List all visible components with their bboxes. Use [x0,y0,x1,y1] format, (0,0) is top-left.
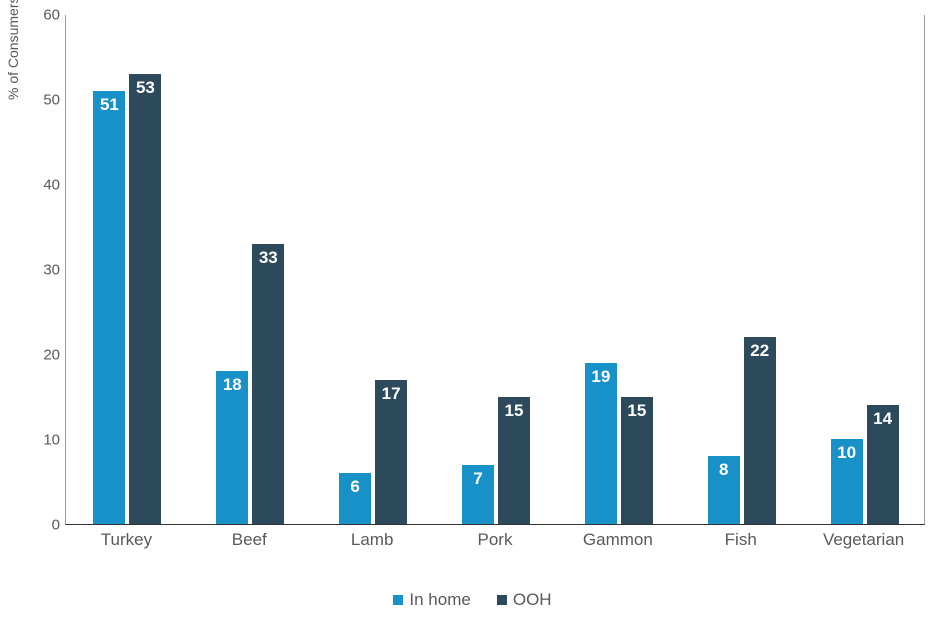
bar: 33 [252,244,284,525]
y-axis-ticks: 0102030405060 [35,0,65,510]
bar-value-label: 22 [750,341,769,361]
y-axis-label: % of Consumers [5,0,21,100]
bar: 6 [339,473,371,524]
bar-group: 10 14 [803,405,926,524]
y-tick: 40 [43,177,60,194]
bar: 17 [375,380,407,525]
bar-value-label: 17 [382,384,401,404]
legend-swatch [393,595,403,605]
bar-value-label: 8 [719,460,728,480]
x-tick-label: Turkey [65,530,188,550]
x-axis-labels: TurkeyBeefLambPorkGammonFishVegetarian [65,530,925,550]
bar-value-label: 15 [627,401,646,421]
legend-label: In home [409,590,470,610]
bar-value-label: 18 [223,375,242,395]
bar: 22 [744,337,776,524]
bar-group: 51 53 [66,74,189,525]
bar: 14 [867,405,899,524]
y-tick: 0 [52,517,60,534]
bar: 8 [708,456,740,524]
y-tick: 50 [43,92,60,109]
bar: 51 [93,91,125,525]
x-tick-label: Fish [679,530,802,550]
bar-value-label: 10 [837,443,856,463]
legend-label: OOH [513,590,552,610]
x-tick-label: Pork [434,530,557,550]
bar-group: 8 22 [680,337,803,524]
bar: 53 [129,74,161,525]
chart-container: 5153183361771519158221014 [65,15,925,525]
x-tick-label: Beef [188,530,311,550]
x-tick-label: Vegetarian [802,530,925,550]
y-tick: 20 [43,347,60,364]
x-tick-label: Gammon [556,530,679,550]
y-tick: 60 [43,7,60,24]
bar-value-label: 33 [259,248,278,268]
plot-area: 5153183361771519158221014 [65,15,925,525]
bars-wrapper: 5153183361771519158221014 [66,14,926,524]
bar: 10 [831,439,863,524]
bar-group: 6 17 [312,380,435,525]
bar-value-label: 51 [100,95,119,115]
legend-swatch [497,595,507,605]
bar-value-label: 6 [350,477,359,497]
bar: 15 [498,397,530,525]
bar-group: 1833 [189,244,312,525]
bar-value-label: 7 [473,469,482,489]
bar-value-label: 14 [873,409,892,429]
x-tick-label: Lamb [311,530,434,550]
bar: 19 [585,363,617,525]
bar-value-label: 15 [505,401,524,421]
y-tick: 30 [43,262,60,279]
bar-value-label: 53 [136,78,155,98]
bar: 18 [216,371,248,524]
legend-item: In home [393,590,470,610]
bar: 15 [621,397,653,525]
legend-item: OOH [497,590,552,610]
bar-group: 1915 [557,363,680,525]
bar-group: 7 15 [435,397,558,525]
bar-value-label: 19 [591,367,610,387]
y-tick: 10 [43,432,60,449]
bar: 7 [462,465,494,525]
legend: In home OOH [0,590,945,610]
